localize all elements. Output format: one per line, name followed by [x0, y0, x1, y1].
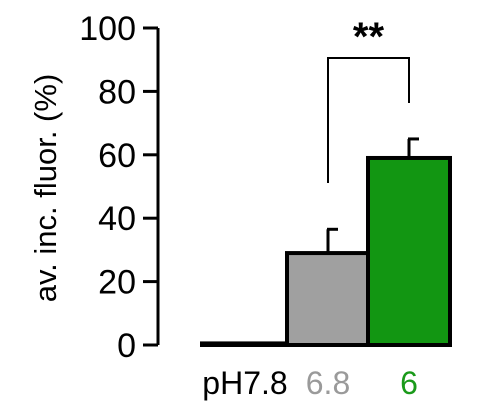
y-tick-label: 20 [98, 264, 136, 302]
y-ticks: 0 20 40 60 80 100 [79, 10, 158, 365]
category-label-3: 6 [400, 365, 418, 401]
bar-1 [200, 341, 286, 348]
significance-bracket: ** [327, 15, 410, 183]
y-axis-title: av. inc. fluor. (%) [28, 74, 63, 303]
category-label-1: pH7.8 [202, 365, 287, 401]
bars [200, 155, 452, 348]
y-tick-label: 40 [98, 200, 136, 238]
bar-3 [366, 155, 452, 347]
y-tick-label: 0 [117, 327, 136, 365]
category-label-2: 6.8 [306, 365, 350, 401]
category-labels: pH7.8 6.8 6 [202, 365, 418, 401]
y-tick-label: 80 [98, 73, 136, 111]
significance-label: ** [353, 15, 385, 59]
bar-2 [285, 251, 371, 348]
significance-line [327, 57, 410, 183]
y-tick-label: 100 [79, 10, 136, 48]
y-tick-label: 60 [98, 137, 136, 175]
error-bars [326, 137, 419, 254]
